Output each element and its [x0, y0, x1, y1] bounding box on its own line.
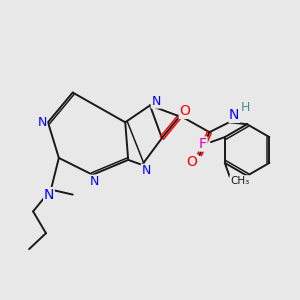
Text: CH₃: CH₃ — [230, 176, 249, 186]
Text: O: O — [186, 155, 197, 169]
Text: O: O — [179, 104, 190, 118]
Text: N: N — [151, 95, 160, 108]
Text: N: N — [44, 188, 54, 202]
Text: N: N — [141, 164, 151, 177]
Text: N: N — [229, 108, 239, 122]
Text: N: N — [90, 175, 99, 188]
Text: F: F — [199, 137, 207, 151]
Text: H: H — [240, 101, 250, 114]
Text: N: N — [37, 116, 47, 129]
